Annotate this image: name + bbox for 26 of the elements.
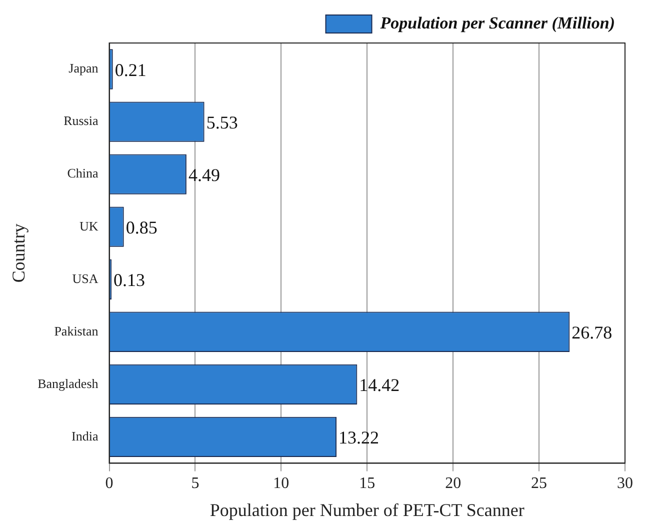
x-tick-label: 10 (273, 475, 290, 492)
y-tick-label: UK (79, 218, 99, 234)
data-label: 13.22 (338, 428, 380, 448)
data-label: 5.53 (206, 112, 238, 133)
data-label: 0.13 (113, 270, 145, 290)
x-tick-label: 20 (445, 475, 462, 492)
data-label: 0.21 (114, 60, 146, 80)
x-tick-label: 15 (359, 475, 376, 492)
y-tick-label: China (67, 166, 98, 181)
y-tick-label: India (72, 428, 98, 444)
x-axis-title: Population per Number of PET-CT Scanner (210, 500, 524, 520)
x-tick-label: 30 (617, 475, 633, 492)
legend-label: Population per Scanner (Million) (379, 13, 616, 32)
data-label: 14.42 (359, 375, 400, 396)
x-tick-label: 25 (531, 475, 548, 492)
data-label: 26.78 (572, 322, 612, 343)
data-label: 4.49 (188, 165, 220, 186)
x-tick-label: 5 (191, 475, 200, 492)
y-tick-label: Bangladesh (38, 376, 99, 391)
y-axis-title: Country (8, 224, 29, 283)
y-tick-label: Pakistan (54, 323, 99, 338)
data-label: 0.85 (126, 218, 158, 238)
y-tick-label: Japan (68, 60, 99, 76)
x-tick-label: 0 (105, 475, 114, 492)
y-tick-label: USA (72, 270, 99, 286)
y-tick-label: Russia (64, 113, 98, 128)
